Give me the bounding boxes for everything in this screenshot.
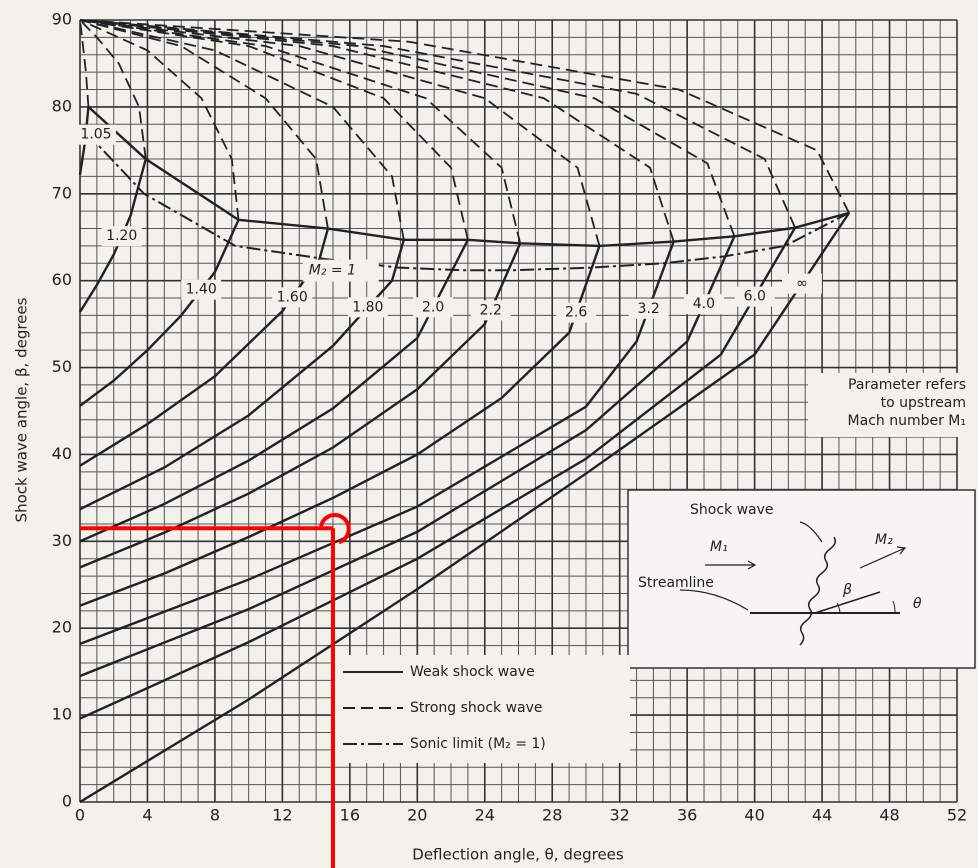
note-line: Mach number M₁: [848, 413, 966, 429]
inset-label: Streamline: [638, 575, 714, 591]
curve-label: 1.80: [352, 299, 383, 315]
inset-label: Shock wave: [690, 502, 774, 518]
curve-label: 1.40: [186, 282, 217, 298]
y-tick-label: 20: [52, 618, 72, 637]
x-tick-label: 8: [210, 806, 220, 825]
sonic-label: M₂ = 1: [309, 263, 356, 279]
x-tick-label: 32: [610, 806, 630, 825]
y-axis-title: Shock wave angle, β, degrees: [13, 297, 31, 522]
x-tick-label: 4: [142, 806, 152, 825]
legend-label: Strong shock wave: [410, 700, 543, 716]
y-tick-label: 80: [52, 96, 72, 115]
x-tick-label: 52: [947, 806, 967, 825]
y-tick-label: 70: [52, 183, 72, 202]
curve-label: 4.0: [693, 296, 715, 312]
x-tick-label: 0: [75, 806, 85, 825]
inset: Shock wave M₁ M₂ Streamline β θ: [628, 490, 975, 668]
legend-label: Weak shock wave: [410, 664, 535, 680]
x-tick-label: 20: [407, 806, 427, 825]
legend: Weak shock wave Strong shock wave Sonic li…: [335, 655, 630, 763]
y-tick-label: 40: [52, 444, 72, 463]
x-tick-label: 40: [744, 806, 764, 825]
curve-label: 3.2: [638, 301, 660, 317]
chart: 0481216202428323640444852010203040506070…: [0, 0, 978, 868]
note: Parameter refers to upstream Mach number…: [808, 373, 968, 437]
legend-label: Sonic limit (M₂ = 1): [410, 736, 546, 752]
curve-label: 2.0: [422, 299, 444, 315]
x-tick-label: 28: [542, 806, 562, 825]
x-tick-label: 44: [812, 806, 832, 825]
y-tick-label: 30: [52, 531, 72, 550]
x-tick-label: 24: [475, 806, 495, 825]
inset-label: M₁: [710, 539, 728, 555]
y-tick-label: 60: [52, 270, 72, 289]
curve-label: 1.05: [80, 127, 111, 143]
x-axis-title: Deflection angle, θ, degrees: [412, 846, 624, 864]
curve-label: ∞: [796, 276, 808, 292]
y-tick-label: 0: [62, 792, 72, 811]
inset-label: M₂: [875, 532, 893, 548]
curve-label: 1.60: [277, 289, 308, 305]
x-tick-label: 12: [272, 806, 292, 825]
inset-label: θ: [913, 596, 922, 612]
note-line: to upstream: [881, 395, 966, 411]
y-tick-label: 90: [52, 10, 72, 29]
x-tick-label: 36: [677, 806, 697, 825]
curve-label: 6.0: [744, 289, 766, 305]
curve-label: 2.6: [565, 305, 587, 321]
inset-label: β: [842, 582, 852, 598]
curve-label: 2.2: [480, 302, 502, 318]
curve-label: 1.20: [106, 228, 137, 244]
y-tick-label: 50: [52, 357, 72, 376]
y-tick-label: 10: [52, 705, 72, 724]
x-tick-label: 48: [879, 806, 899, 825]
x-tick-label: 16: [340, 806, 360, 825]
note-line: Parameter refers: [848, 377, 966, 393]
